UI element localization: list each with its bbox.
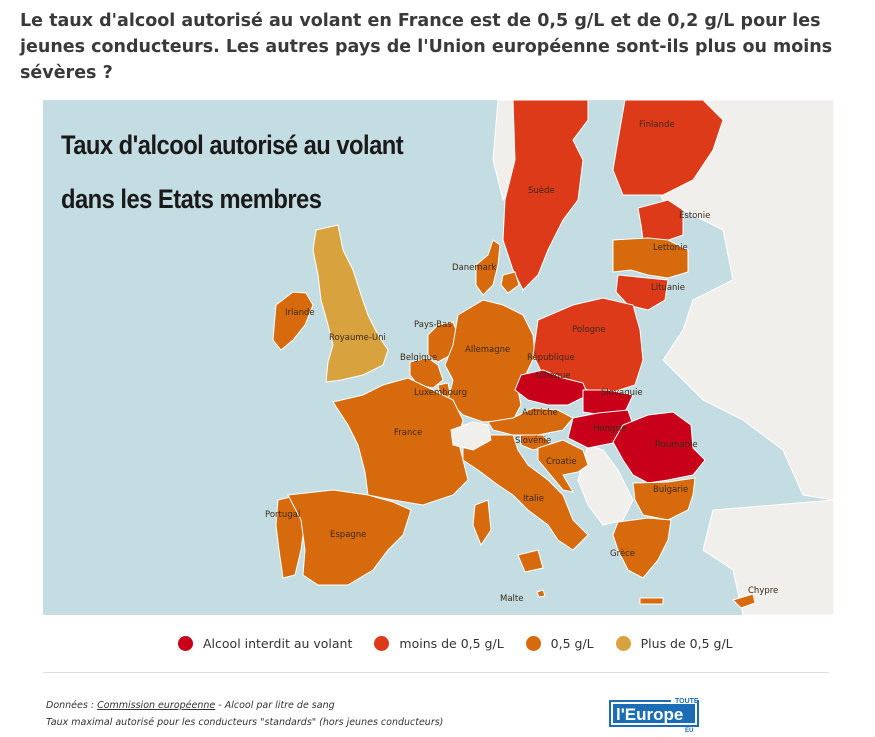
toute-leurope-logo[interactable]: TOUTE l'Europe EU — [609, 694, 701, 734]
country-grece-crete — [639, 597, 664, 605]
country-finlande — [612, 99, 724, 196]
legend-swatch — [525, 636, 541, 651]
country-belgique — [409, 357, 444, 389]
label-estonie: Estonie — [679, 211, 710, 221]
label-belgique: Belgique — [400, 353, 437, 363]
logo-bottom-text: EU — [685, 728, 693, 733]
country-autriche — [487, 407, 574, 436]
label-roumanie: Roumanie — [655, 440, 698, 450]
country-croatie — [537, 439, 589, 493]
label-lituanie: Lituanie — [651, 283, 685, 293]
label-hongrie: Hongrie — [593, 424, 626, 434]
label-portugal: Portugal — [265, 510, 300, 520]
label-suede: Suède — [528, 185, 555, 196]
label-italie: Italie — [523, 494, 544, 504]
label-espagne: Espagne — [330, 530, 366, 540]
country-lettonie — [612, 237, 689, 279]
legend: Alcool interdit au volant moins de 0,5 g… — [178, 636, 755, 651]
country-danemark-isle — [500, 271, 520, 294]
legend-label: moins de 0,5 g/L — [399, 636, 504, 651]
country-italie-sardaigne — [472, 499, 492, 547]
label-republique: République — [527, 352, 575, 363]
legend-swatch — [178, 636, 193, 651]
country-allemagne — [444, 299, 536, 423]
legend-swatch — [374, 636, 390, 651]
legend-label: Plus de 0,5 g/L — [640, 636, 733, 651]
label-slovenie: Slovénie — [515, 435, 551, 446]
label-malte: Malte — [500, 594, 523, 604]
source-suffix: - Alcool par litre de sang — [215, 700, 335, 711]
source-prefix: Données : — [46, 700, 98, 711]
legend-label: 0,5 g/L — [550, 636, 594, 651]
legend-swatch — [615, 636, 631, 651]
legend-item-egal: 0,5 g/L — [525, 636, 594, 651]
logo-top-bg — [671, 695, 697, 704]
label-tcheque: tchèque — [536, 370, 571, 381]
switzerland — [450, 421, 492, 451]
country-roumanie — [612, 411, 706, 484]
label-chypre: Chypre — [748, 586, 778, 596]
legend-item-interdit: Alcool interdit au volant — [178, 636, 352, 651]
map-title: Taux d'alcool autorisé au volant dans le… — [61, 130, 404, 214]
country-chypre — [732, 593, 756, 609]
label-autriche: Autriche — [522, 408, 558, 418]
label-danemark: Danemark — [452, 263, 496, 273]
legend-item-plus: Plus de 0,5 g/L — [615, 636, 733, 651]
label-france: France — [394, 428, 422, 438]
country-republique-tcheque — [514, 369, 589, 406]
label-slovaquie: Slovaquie — [601, 388, 643, 398]
country-royaume-uni — [312, 224, 389, 383]
country-italie — [462, 434, 589, 551]
logo-top-text: TOUTE — [675, 698, 699, 705]
source-line-2: Taux maximal autorisé pour les conducteu… — [46, 717, 444, 728]
label-lettonie: Lettonie — [653, 243, 688, 253]
label-irlande: Irlande — [285, 308, 315, 318]
map-svg: Suède Finlande Estonie Lettonie Lituanie… — [43, 99, 835, 616]
label-allemagne: Allemagne — [465, 345, 510, 355]
source-link[interactable]: Commission européenne — [97, 700, 216, 711]
country-bulgarie — [632, 477, 696, 521]
intro-question: Le taux d'alcool autorisé au volant en F… — [20, 11, 833, 83]
country-suede — [502, 99, 589, 291]
source-note: Données : Commission européenne - Alcool… — [46, 697, 443, 731]
label-pays-bas: Pays-Bas — [414, 320, 452, 330]
divider — [43, 672, 829, 673]
country-lituanie — [615, 274, 669, 311]
legend-item-moins: moins de 0,5 g/L — [374, 636, 504, 651]
country-espagne — [287, 489, 412, 586]
country-labels: Suède Finlande Estonie Lettonie Lituanie… — [265, 120, 778, 604]
country-grece — [612, 517, 672, 579]
country-irlande — [272, 291, 314, 351]
label-royaume-uni: Royaume-Uni — [329, 333, 386, 343]
source-line-1: Données : Commission européenne - Alcool… — [46, 697, 443, 714]
eu-countries — [272, 99, 756, 609]
label-luxembourg: Luxembourg — [414, 388, 467, 398]
label-croatie: Croatie — [546, 457, 577, 467]
europe-map: Suède Finlande Estonie Lettonie Lituanie… — [43, 99, 835, 616]
legend-label: Alcool interdit au volant — [203, 636, 353, 651]
label-bulgarie: Bulgarie — [653, 485, 688, 495]
logo-fill — [613, 704, 695, 723]
label-grece: Grèce — [610, 548, 635, 559]
country-estonie — [637, 199, 684, 243]
country-danemark — [475, 239, 501, 296]
logo-svg: TOUTE l'Europe EU — [609, 695, 699, 734]
label-pologne: Pologne — [572, 325, 606, 335]
country-malte — [536, 589, 546, 598]
country-italie-sicile — [517, 549, 544, 573]
logo-main-text: l'Europe — [616, 705, 683, 724]
label-finlande: Finlande — [639, 120, 675, 130]
country-france — [332, 377, 469, 506]
